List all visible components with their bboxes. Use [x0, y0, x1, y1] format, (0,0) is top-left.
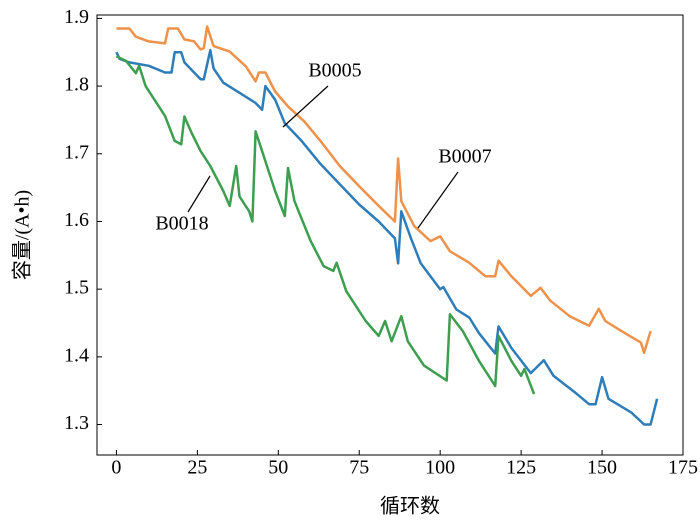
x-tick-label: 150: [587, 457, 617, 479]
x-tick-label: 175: [668, 457, 698, 479]
x-tick-label: 25: [187, 457, 207, 479]
y-tick-label: 1.6: [64, 209, 89, 231]
x-tick-label: 75: [349, 457, 369, 479]
y-tick-label: 1.3: [64, 412, 89, 434]
y-axis-title: 容量/(A•h): [11, 190, 34, 280]
plot-frame: [96, 14, 684, 456]
y-tick-label: 1.4: [64, 344, 89, 366]
y-tick-label: 1.8: [64, 74, 89, 96]
series-line: [115, 55, 536, 395]
annotation: B0007: [438, 146, 491, 168]
x-tick-label: 125: [506, 457, 536, 479]
series-line: [115, 48, 659, 426]
y-tick-label: 1.9: [64, 6, 89, 28]
annotation: B0018: [155, 213, 208, 235]
annotation-leader: [187, 175, 211, 213]
annotation-leader: [417, 171, 459, 229]
x-tick-label: 100: [425, 457, 455, 479]
annotation-leader: [282, 85, 329, 128]
series-line: [116, 25, 652, 355]
annotation: B0005: [308, 60, 361, 82]
x-tick-label: 0: [111, 457, 121, 479]
y-tick-label: 1.5: [64, 277, 89, 299]
x-axis-title: 循环数: [380, 495, 440, 518]
y-tick-label: 1.7: [64, 141, 89, 163]
x-tick-label: 50: [268, 457, 288, 479]
